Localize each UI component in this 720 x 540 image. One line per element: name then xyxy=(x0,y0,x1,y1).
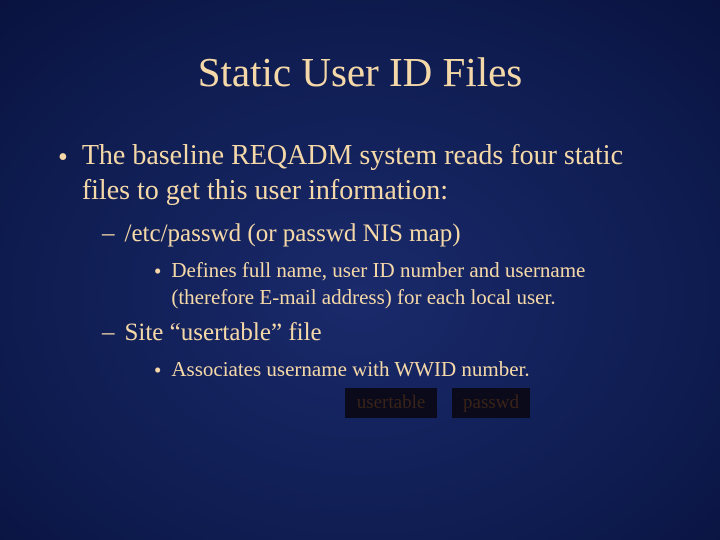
bullet-level2: – /etc/passwd (or passwd NIS map) xyxy=(102,218,670,251)
slide-container: Static User ID Files • The baseline REQA… xyxy=(0,0,720,540)
bullet-level3: • Defines full name, user ID number and … xyxy=(154,257,670,312)
bullet-l1-text: The baseline REQADM system reads four st… xyxy=(82,138,670,208)
bullet-l3-text: Associates username with WWID number. xyxy=(171,356,529,383)
bullet-level3: • Associates username with WWID number. xyxy=(154,356,670,384)
bullet-dot-icon: • xyxy=(154,357,161,384)
bullet-l2-text: /etc/passwd (or passwd NIS map) xyxy=(125,218,461,251)
bullet-l3-text: Defines full name, user ID number and us… xyxy=(171,257,670,312)
bullet-dash-icon: – xyxy=(102,317,115,350)
bullet-level1: • The baseline REQADM system reads four … xyxy=(58,138,670,208)
slide-title: Static User ID Files xyxy=(50,48,670,96)
bullet-l2-text: Site “usertable” file xyxy=(125,317,322,350)
bullet-dot-icon: • xyxy=(154,258,161,285)
bullet-dot-icon: • xyxy=(58,140,68,175)
bullet-level2: – Site “usertable” file xyxy=(102,317,670,350)
ghost-box-passwd: passwd xyxy=(452,388,530,418)
bullet-dash-icon: – xyxy=(102,218,115,251)
ghost-box-usertable: usertable xyxy=(345,388,437,418)
